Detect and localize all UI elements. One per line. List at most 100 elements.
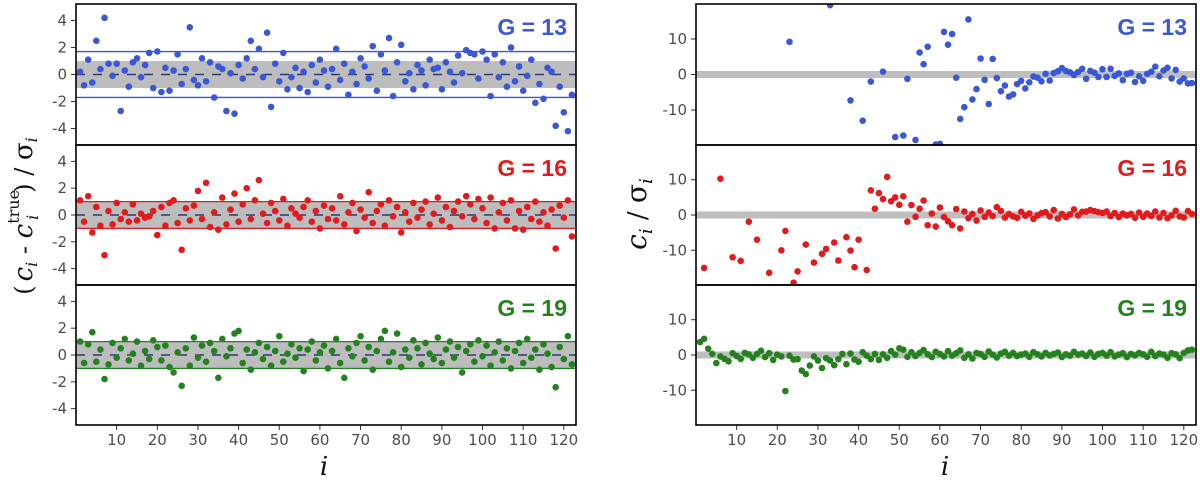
data-point-left-g19-109	[515, 339, 523, 347]
data-point-left-g13-85	[418, 67, 425, 74]
data-point-left-g16-107	[507, 197, 515, 204]
data-point-left-g13-17	[141, 61, 149, 69]
data-point-left-g16-25	[174, 219, 181, 227]
data-point-left-g16-37	[223, 221, 230, 228]
data-point-left-g13-48	[267, 103, 275, 111]
data-point-left-g13-46	[259, 73, 267, 81]
panel-right-g19: -10 0 10 10 20 30 40 50 60 70 80 90 100 110 120 G = 19	[663, 284, 1198, 449]
data-point-right-g16-20	[851, 263, 858, 271]
data-point-left-g19-112	[528, 354, 535, 362]
data-point-left-g13-94	[454, 52, 462, 59]
y-tick-label: -2	[52, 233, 67, 251]
data-point-right-g13-10	[912, 136, 919, 144]
data-point-left-g13-65	[336, 76, 344, 84]
data-point-left-g19-63	[328, 347, 336, 355]
data-point-left-g16-44	[251, 197, 259, 204]
data-point-right-g16-23	[867, 187, 875, 194]
data-point-right-g13-41	[1042, 70, 1049, 78]
data-point-left-g16-90	[438, 217, 446, 224]
data-point-right-g19-37	[843, 360, 850, 368]
data-point-left-g19-102	[487, 362, 494, 370]
data-point-right-g16-97	[1168, 212, 1175, 219]
y-tick-label: -10	[663, 241, 688, 259]
data-point-right-g16-7	[765, 269, 773, 277]
data-point-left-g19-80	[397, 363, 405, 371]
data-point-left-g16-110	[519, 226, 527, 233]
data-point-right-g13-11	[916, 49, 923, 56]
data-point-right-g16-69	[1054, 215, 1062, 222]
data-point-left-g13-73	[369, 42, 377, 50]
data-point-left-g16-105	[499, 199, 507, 207]
x-tick-label: 120	[549, 431, 578, 449]
data-point-left-g16-56	[300, 203, 307, 211]
data-point-left-g16-114	[536, 218, 543, 225]
data-point-right-g19-31	[818, 364, 826, 372]
data-point-left-g13-55	[296, 84, 303, 92]
x-tick-label: 110	[509, 431, 538, 449]
data-point-left-g13-90	[438, 86, 446, 93]
data-point-left-g16-86	[422, 198, 429, 205]
data-point-right-g16-37	[924, 221, 931, 229]
data-point-left-g19-113	[532, 346, 539, 353]
data-point-right-g16-24	[871, 205, 879, 212]
data-point-right-g13-56	[1103, 73, 1110, 81]
data-point-left-g13-12	[121, 67, 129, 74]
data-point-left-g19-74	[373, 347, 381, 355]
data-point-right-g13-68	[1152, 63, 1159, 70]
data-point-left-g19-68	[349, 353, 356, 360]
data-point-left-g13-2	[80, 82, 88, 89]
data-point-right-g13-37	[1026, 79, 1033, 86]
data-point-right-g16-35	[916, 205, 923, 212]
data-point-left-g19-97	[467, 341, 474, 348]
data-point-right-g16-46	[961, 208, 968, 215]
data-point-right-g13-75	[1180, 75, 1188, 82]
data-point-left-g19-24	[170, 369, 177, 376]
data-point-left-g16-57	[304, 197, 312, 204]
data-point-left-g19-9	[109, 339, 116, 347]
data-point-right-g19-4	[709, 350, 716, 358]
data-point-left-g13-23	[166, 87, 173, 94]
data-point-right-g16-2	[717, 175, 724, 182]
data-point-left-g19-28	[186, 362, 194, 370]
right-y-axis-title: ci / σi	[620, 178, 657, 250]
data-point-left-g16-41	[239, 201, 246, 208]
data-point-right-g19-105	[1119, 349, 1127, 357]
data-point-left-g16-43	[247, 215, 255, 223]
data-point-right-g13-31	[1001, 82, 1009, 89]
data-point-left-g16-82	[406, 218, 413, 225]
data-point-right-g16-47	[965, 214, 972, 222]
data-point-right-g19-44	[871, 350, 879, 358]
data-point-left-g19-46	[259, 355, 267, 363]
panel-left-g13: -4 -2 0 2 4 G = 13	[52, 3, 577, 146]
data-point-right-g16-13	[810, 259, 818, 266]
data-point-right-g16-98	[1172, 207, 1179, 215]
panel-left-g19: -4 -2 0 2 4 10 20 30 40 50 60 70 80 90 100 110 120 G = 19	[52, 284, 578, 449]
data-point-left-g13-114	[536, 80, 543, 88]
data-point-left-g19-19	[149, 337, 157, 344]
data-point-right-g16-21	[855, 236, 862, 243]
data-point-left-g16-47	[263, 219, 271, 227]
y-tick-label: 0	[57, 346, 67, 364]
data-point-left-g16-80	[397, 229, 405, 236]
data-point-left-g16-75	[377, 201, 385, 208]
data-point-left-g16-2	[80, 218, 88, 225]
data-point-left-g19-60	[316, 349, 324, 356]
data-point-right-g19-119	[1176, 354, 1183, 362]
data-point-right-g19-16	[757, 347, 765, 355]
data-point-left-g19-10	[113, 354, 120, 362]
data-point-left-g19-111	[523, 335, 531, 343]
panel-label-left-g16: G = 16	[497, 155, 567, 181]
data-point-left-g13-62	[324, 83, 332, 90]
data-point-right-g19-8	[725, 358, 732, 365]
x-tick-label: 60	[930, 431, 949, 449]
data-point-left-g13-26	[178, 80, 185, 88]
data-point-left-g13-117	[548, 68, 555, 76]
data-point-left-g19-22	[162, 342, 169, 349]
data-point-left-g16-42	[243, 184, 250, 192]
data-point-right-g19-11	[737, 355, 744, 363]
y-tick-label: 10	[668, 311, 687, 329]
data-point-left-g19-20	[154, 343, 161, 351]
x-tick-label: 90	[1052, 431, 1071, 449]
data-point-right-g16-41	[940, 213, 948, 221]
data-point-left-g13-70	[357, 55, 364, 62]
